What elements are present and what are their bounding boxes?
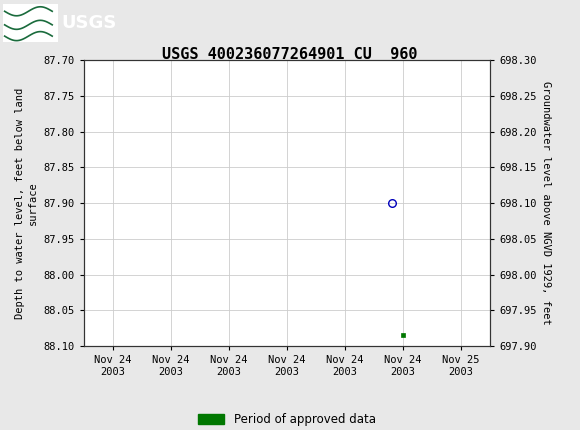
Text: USGS 400236077264901 CU  960: USGS 400236077264901 CU 960: [162, 47, 418, 62]
Text: USGS: USGS: [61, 14, 116, 31]
Legend: Period of approved data: Period of approved data: [198, 413, 376, 426]
Y-axis label: Groundwater level above NGVD 1929, feet: Groundwater level above NGVD 1929, feet: [541, 81, 550, 325]
Y-axis label: Depth to water level, feet below land
surface: Depth to water level, feet below land su…: [15, 88, 38, 319]
FancyBboxPatch shape: [3, 3, 58, 42]
